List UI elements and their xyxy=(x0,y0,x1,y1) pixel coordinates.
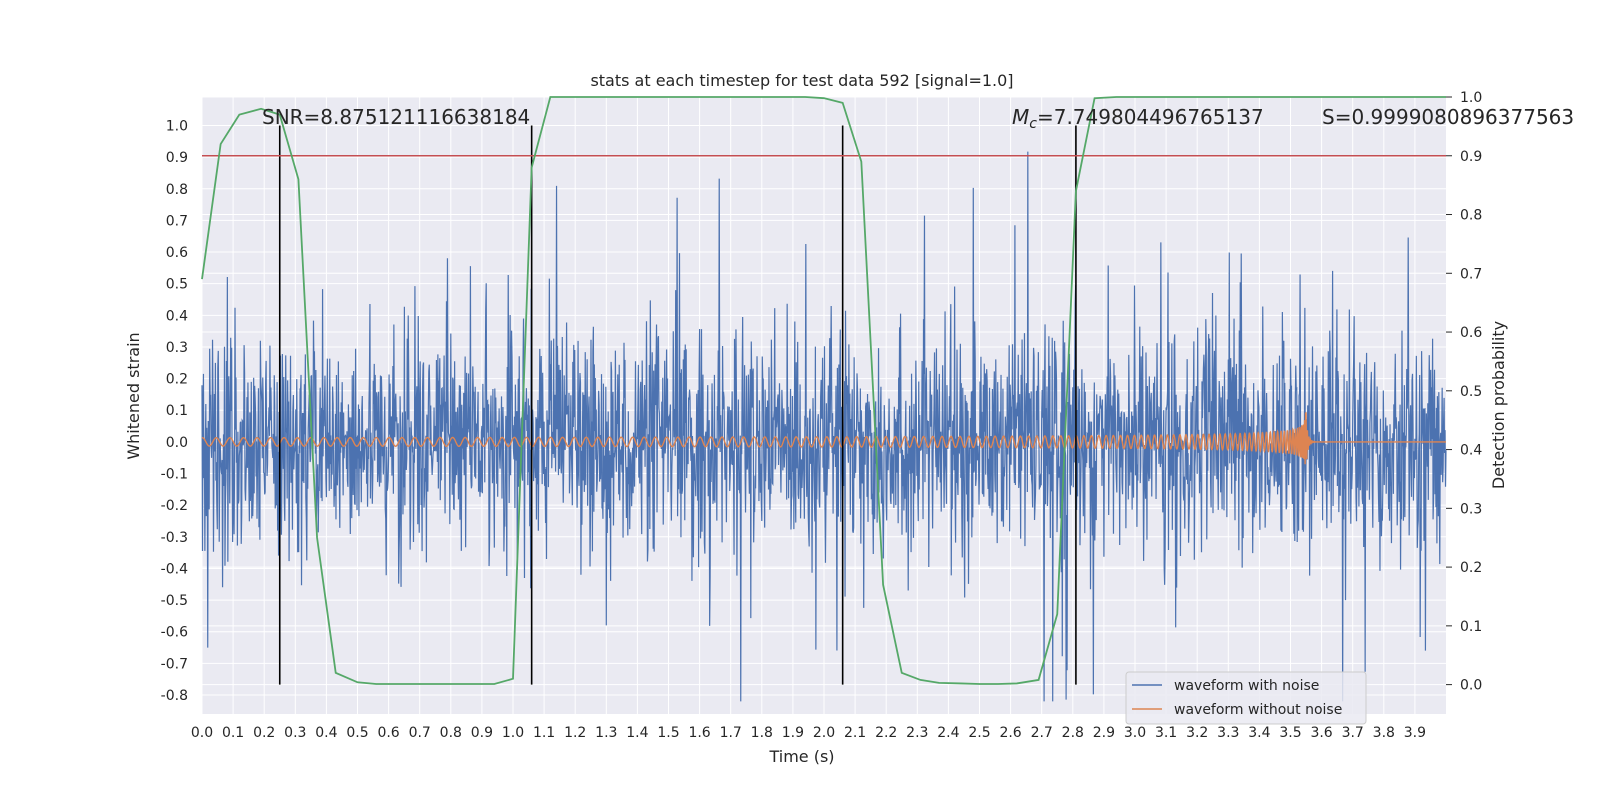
x-tick-label: 1.2 xyxy=(564,725,586,741)
waveform-with-noise-line xyxy=(201,151,1447,702)
series-waveform-with-noise xyxy=(201,151,1447,702)
waveform-without-noise-line xyxy=(201,412,1446,465)
x-tick-label: 1.7 xyxy=(720,725,742,741)
x-tick-label: 1.4 xyxy=(626,725,648,741)
y2-tick-label: 0.6 xyxy=(1460,325,1482,341)
x-axis-label: Time (s) xyxy=(768,747,834,766)
detection-probability-line xyxy=(201,96,1446,685)
y2-tick-label: 0.9 xyxy=(1460,149,1482,165)
y2-tick-label: 0.4 xyxy=(1460,443,1482,459)
x-tick-label: 0.7 xyxy=(409,725,431,741)
x-tick-label: 0.4 xyxy=(315,725,337,741)
y2-tick-labels: 1.0 0.9 0.8 0.7 0.6 0.5 0.4 0.3 0.2 0.1 0.0 xyxy=(1446,90,1482,694)
x-tick-label: 1.1 xyxy=(533,725,555,741)
mc-annotation: Mc=7.749804496765137 xyxy=(1012,105,1264,132)
x-tick-label: 3.5 xyxy=(1279,725,1301,741)
mc-subscript: c xyxy=(1029,116,1037,132)
mc-symbol: M xyxy=(1012,105,1029,129)
x-tick-label: 2.9 xyxy=(1093,725,1115,741)
x-tick-label: 1.0 xyxy=(502,725,524,741)
x-tick-label: 0.0 xyxy=(191,725,213,741)
x-tick-label: 3.8 xyxy=(1373,725,1395,741)
x-tick-label: 0.5 xyxy=(346,725,368,741)
y-tick-label: -0.4 xyxy=(161,561,188,577)
y-tick-label: 0.3 xyxy=(166,340,188,356)
legend-label-noise: waveform with noise xyxy=(1174,678,1319,694)
y-tick-label: -0.6 xyxy=(161,625,188,641)
y-tick-label: 1.0 xyxy=(166,118,188,134)
y-tick-label: 0.9 xyxy=(166,150,188,166)
y-tick-label: 0.5 xyxy=(166,277,188,293)
y-tick-label: 0.7 xyxy=(166,213,188,229)
y-tick-label: 0.1 xyxy=(166,403,188,419)
y-tick-label: -0.3 xyxy=(161,530,188,546)
y2-axis-label: Detection probability xyxy=(1489,321,1508,489)
y-tick-label: -0.8 xyxy=(161,688,188,704)
legend-box xyxy=(1125,671,1367,725)
legend: waveform with noise waveform without noi… xyxy=(1125,671,1367,725)
s-annotation: S=0.9999080896377563 xyxy=(1322,105,1574,129)
y-tick-label: -0.2 xyxy=(161,498,188,514)
x-tick-labels: 0.0 0.1 0.2 0.3 0.4 0.5 0.6 0.7 0.8 0.9 1.0 1.1 1.2 1… xyxy=(191,725,1426,741)
y2-tick-label: 0.7 xyxy=(1460,266,1482,282)
x-tick-label: 2.5 xyxy=(968,725,990,741)
y-tick-label: 0.2 xyxy=(166,372,188,388)
mc-value: =7.749804496765137 xyxy=(1037,105,1264,129)
x-tick-label: 2.3 xyxy=(906,725,928,741)
series-detection-probability xyxy=(201,96,1446,685)
x-tick-label: 3.3 xyxy=(1217,725,1239,741)
x-tick-label: 1.6 xyxy=(688,725,710,741)
x-tick-label: 0.8 xyxy=(440,725,462,741)
snr-annotation: SNR=8.875121116638184 xyxy=(262,105,530,129)
x-tick-label: 2.1 xyxy=(844,725,866,741)
y-tick-label: 0.0 xyxy=(166,435,188,451)
y2-tick-label: 0.1 xyxy=(1460,619,1482,635)
x-tick-label: 0.9 xyxy=(471,725,493,741)
x-tick-label: 2.4 xyxy=(937,725,959,741)
x-tick-label: 0.6 xyxy=(377,725,399,741)
x-tick-label: 1.9 xyxy=(782,725,804,741)
x-tick-label: 1.5 xyxy=(657,725,679,741)
x-tick-label: 0.1 xyxy=(222,725,244,741)
x-tick-label: 2.2 xyxy=(875,725,897,741)
x-tick-label: 2.7 xyxy=(1031,725,1053,741)
x-tick-label: 3.9 xyxy=(1404,725,1426,741)
x-tick-label: 1.3 xyxy=(595,725,617,741)
y2-tick-label: 0.0 xyxy=(1460,678,1482,694)
y-axis-label: Whitened strain xyxy=(124,332,143,459)
y-tick-labels: 1.0 0.9 0.8 0.7 0.6 0.5 0.4 0.3 0.2 0.1 0.0 -0.1 -0.… xyxy=(161,118,188,704)
chart-title: stats at each timestep for test data 592… xyxy=(590,71,1013,90)
y2-tick-label: 0.3 xyxy=(1460,501,1482,517)
x-tick-label: 3.0 xyxy=(1124,725,1146,741)
x-tick-label: 1.8 xyxy=(751,725,773,741)
x-tick-label: 0.3 xyxy=(284,725,306,741)
x-tick-label: 2.0 xyxy=(813,725,835,741)
y-tick-label: 0.6 xyxy=(166,245,188,261)
x-tick-label: 2.6 xyxy=(999,725,1021,741)
y-tick-label: 0.4 xyxy=(166,308,188,324)
x-tick-label: 3.7 xyxy=(1342,725,1364,741)
x-tick-label: 3.6 xyxy=(1310,725,1332,741)
x-tick-label: 2.8 xyxy=(1062,725,1084,741)
y-tick-label: -0.5 xyxy=(161,593,188,609)
x-tick-label: 3.2 xyxy=(1186,725,1208,741)
y2-tick-label: 0.5 xyxy=(1460,384,1482,400)
y2-tick-label: 0.2 xyxy=(1460,560,1482,576)
segment-markers xyxy=(278,125,1077,685)
y-tick-label: -0.7 xyxy=(161,656,188,672)
y-tick-label: 0.8 xyxy=(166,182,188,198)
y2-tick-label: 1.0 xyxy=(1460,90,1482,106)
y-tick-label: -0.1 xyxy=(161,467,188,483)
x-tick-label: 0.2 xyxy=(253,725,275,741)
x-tick-label: 3.4 xyxy=(1248,725,1270,741)
x-tick-label: 3.1 xyxy=(1155,725,1177,741)
y2-tick-label: 0.8 xyxy=(1460,208,1482,224)
series-waveform-without-noise xyxy=(201,412,1446,465)
legend-label-clean: waveform without noise xyxy=(1174,702,1342,718)
